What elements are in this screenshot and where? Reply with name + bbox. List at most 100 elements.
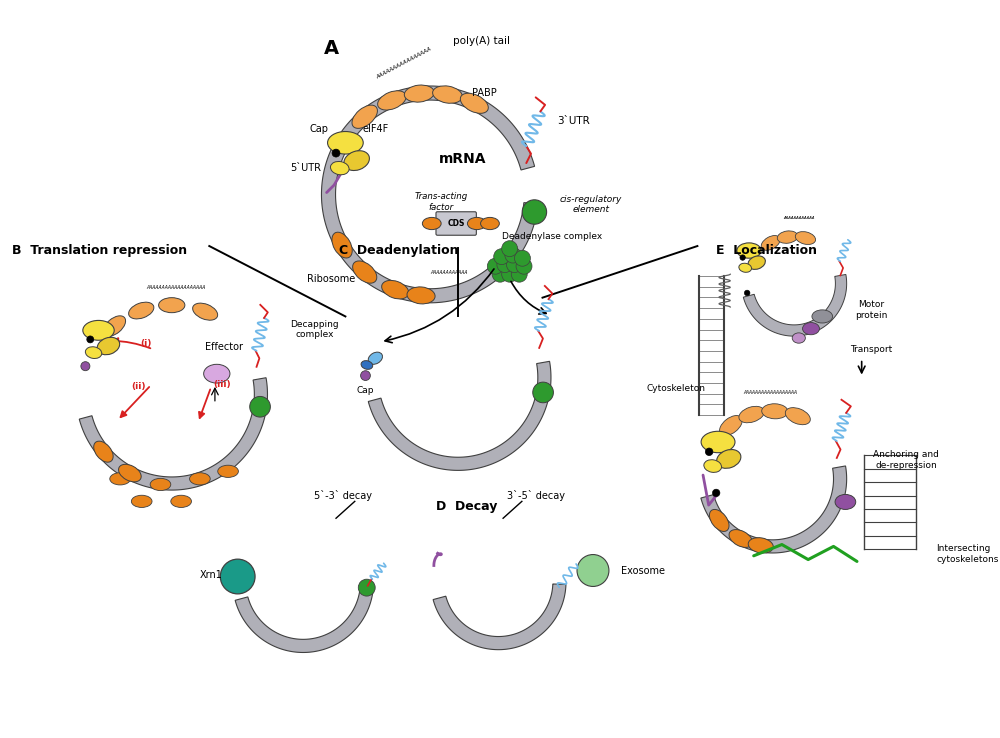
Ellipse shape (739, 407, 764, 423)
Ellipse shape (761, 235, 780, 250)
Text: Deadenylase complex: Deadenylase complex (502, 232, 602, 241)
Circle shape (514, 250, 530, 266)
Text: Motor
protein: Motor protein (855, 300, 887, 320)
Ellipse shape (481, 218, 499, 230)
Text: Anchoring and
de-repression: Anchoring and de-repression (873, 450, 939, 470)
Ellipse shape (407, 287, 435, 304)
Ellipse shape (378, 91, 406, 110)
Text: D  Decay: D Decay (436, 500, 498, 514)
Text: B  Translation repression: B Translation repression (12, 244, 187, 258)
Text: eIF4F: eIF4F (362, 124, 389, 134)
Ellipse shape (803, 323, 819, 335)
Ellipse shape (709, 509, 729, 531)
Polygon shape (743, 275, 847, 336)
Ellipse shape (103, 316, 126, 337)
Text: Effector: Effector (205, 342, 243, 353)
Text: E  Localization: E Localization (716, 244, 817, 258)
Text: 5`UTR: 5`UTR (290, 163, 321, 173)
Circle shape (577, 554, 609, 587)
Text: 3`-5` decay: 3`-5` decay (507, 490, 565, 501)
Ellipse shape (404, 85, 434, 102)
Ellipse shape (330, 162, 349, 175)
Text: Exosome: Exosome (621, 565, 665, 576)
Text: Ribosome: Ribosome (307, 274, 355, 284)
Ellipse shape (94, 441, 113, 462)
Ellipse shape (344, 151, 369, 170)
Ellipse shape (777, 231, 798, 244)
Polygon shape (79, 378, 267, 490)
Text: CDS: CDS (447, 219, 465, 228)
Ellipse shape (150, 478, 171, 491)
Ellipse shape (748, 256, 765, 269)
Text: Cap: Cap (310, 124, 329, 134)
Ellipse shape (332, 232, 352, 258)
Text: Transport: Transport (850, 345, 892, 354)
Ellipse shape (422, 218, 441, 230)
Ellipse shape (83, 320, 114, 340)
Text: Cytoskeleton: Cytoskeleton (646, 384, 705, 393)
Ellipse shape (193, 303, 218, 320)
Circle shape (522, 200, 547, 224)
Ellipse shape (328, 131, 363, 154)
Text: C  Deadenylation: C Deadenylation (339, 244, 458, 258)
Text: AAAAAAAAAAAA: AAAAAAAAAAAA (430, 270, 467, 275)
Ellipse shape (97, 337, 120, 355)
Circle shape (502, 266, 518, 282)
Ellipse shape (795, 232, 816, 244)
Ellipse shape (701, 431, 735, 452)
Ellipse shape (729, 530, 752, 548)
Ellipse shape (812, 310, 833, 323)
Ellipse shape (352, 105, 377, 128)
Text: Cap: Cap (357, 386, 374, 395)
Ellipse shape (129, 302, 154, 319)
Text: (ii): (ii) (131, 382, 145, 391)
Text: AAAAAAAAAAAA: AAAAAAAAAAAA (783, 216, 815, 220)
Text: PABP: PABP (472, 88, 497, 98)
Text: mRNA: mRNA (439, 152, 486, 166)
Circle shape (505, 247, 521, 263)
Polygon shape (701, 466, 847, 553)
Circle shape (705, 448, 713, 455)
Ellipse shape (204, 365, 230, 383)
Circle shape (511, 266, 527, 282)
Ellipse shape (110, 473, 130, 485)
Circle shape (740, 255, 745, 261)
Circle shape (81, 362, 90, 370)
Circle shape (250, 396, 270, 417)
Circle shape (487, 258, 503, 275)
Circle shape (497, 257, 513, 272)
Ellipse shape (739, 263, 752, 272)
Ellipse shape (460, 93, 488, 114)
Circle shape (533, 382, 553, 403)
Polygon shape (321, 86, 538, 303)
Polygon shape (235, 584, 374, 652)
Ellipse shape (361, 361, 373, 369)
Ellipse shape (737, 243, 761, 258)
Text: 3`UTR: 3`UTR (557, 116, 590, 126)
Circle shape (494, 249, 510, 265)
Text: Intersecting
cytoskeletons: Intersecting cytoskeletons (936, 544, 999, 564)
Ellipse shape (171, 495, 191, 508)
Circle shape (492, 266, 508, 282)
Circle shape (502, 241, 518, 257)
Ellipse shape (368, 352, 382, 365)
Circle shape (361, 370, 370, 381)
Text: poly(A) tail: poly(A) tail (453, 36, 510, 46)
Circle shape (712, 489, 720, 497)
Circle shape (332, 149, 340, 157)
Ellipse shape (433, 86, 462, 103)
Text: AAAAAAAAAAAAAAAAAAA: AAAAAAAAAAAAAAAAAAA (147, 285, 206, 290)
Ellipse shape (131, 495, 152, 508)
Ellipse shape (704, 460, 722, 472)
Ellipse shape (720, 415, 742, 435)
Ellipse shape (785, 407, 810, 424)
Ellipse shape (218, 465, 238, 477)
Ellipse shape (762, 404, 788, 418)
Ellipse shape (467, 218, 486, 230)
Circle shape (87, 336, 94, 343)
Ellipse shape (190, 473, 210, 485)
Polygon shape (433, 584, 566, 649)
Ellipse shape (835, 494, 856, 509)
Ellipse shape (792, 333, 805, 343)
FancyBboxPatch shape (436, 212, 476, 235)
